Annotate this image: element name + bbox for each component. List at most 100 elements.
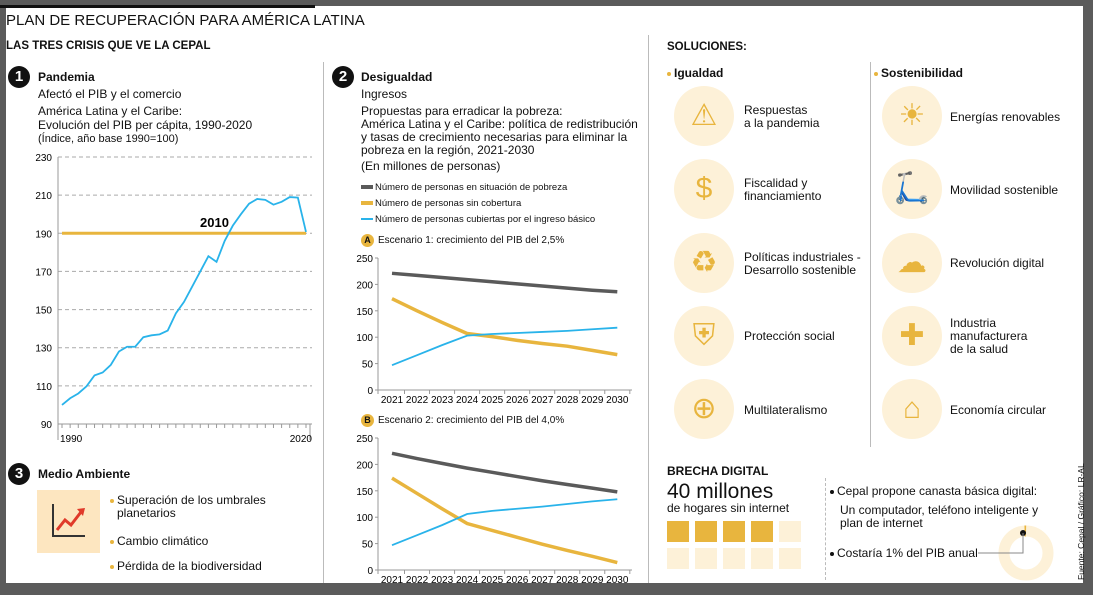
covered-line: [391, 498, 618, 547]
household-square: [723, 548, 745, 569]
chart1-title-line2: Evolución del PIB per cápita, 1990-2020: [38, 118, 253, 132]
sostenibilidad-title: Sostenibilidad: [874, 66, 963, 80]
y-tick-label: 200: [356, 280, 373, 291]
x-tick-label: 2029: [581, 575, 604, 585]
y-tick-label: 170: [35, 267, 52, 278]
x-tick-label: 2027: [531, 575, 554, 585]
digital-title: BRECHA DIGITAL: [667, 464, 769, 478]
scenario-a-title: A Escenario 1: crecimiento del PIB del 2,…: [361, 234, 564, 247]
y-tick-label: 230: [35, 153, 52, 164]
digital-bullet-2: Costaría 1% del PIB anual: [830, 546, 978, 560]
digital-detail: Un computador, teléfono inteligente y: [840, 503, 1039, 517]
section2-desc: y tasas de crecimiento necesarias para e…: [361, 130, 628, 144]
x-tick-label: 2022: [406, 575, 429, 585]
virus-warning-icon: ⚠: [674, 86, 734, 146]
uncovered-line: [391, 297, 618, 357]
section3-title: Medio Ambiente: [38, 467, 131, 481]
y-tick-label: 130: [35, 344, 52, 355]
x-tick-label: 2026: [506, 575, 529, 585]
y-tick-label: 150: [356, 487, 373, 498]
y-tick-label: 150: [356, 307, 373, 318]
medical-kit-icon: ✚: [882, 305, 942, 366]
digital-sub: de hogares sin internet: [667, 501, 790, 515]
section2-desc: pobreza en la región, 2021-2030: [361, 143, 535, 157]
divider: [323, 62, 324, 583]
env-item-cont: planetarios: [117, 506, 176, 520]
cloud-devices-icon: ☁: [882, 232, 942, 293]
solution-label: Revolución digital: [950, 256, 1045, 271]
solution-label: de la salud: [950, 342, 1009, 357]
solution-label: financiamiento: [744, 189, 822, 204]
poverty-line: [391, 451, 618, 494]
solution-label: Desarrollo sostenible: [744, 262, 857, 277]
y-tick-label: 210: [35, 191, 52, 202]
section-number-3: 3: [8, 463, 30, 485]
divider: [870, 62, 871, 447]
solution-label: Economía circular: [950, 402, 1047, 417]
buildings-dollar-icon: ⌂: [882, 379, 942, 440]
globe-network-icon: ⊕: [674, 379, 734, 440]
household-square: [667, 521, 689, 542]
solutions-title: SOLUCIONES:: [667, 41, 747, 53]
section2-desc: (En millones de personas): [361, 159, 501, 173]
solution-label: manufacturera: [950, 329, 1028, 344]
chart1-title-line1: América Latina y el Caribe:: [38, 104, 183, 118]
solution-label: a la pandemia: [744, 116, 820, 130]
x-tick-label: 2030: [606, 575, 629, 585]
household-square: [695, 548, 717, 569]
x-tick-label: 2027: [531, 395, 554, 406]
section-number-2: 2: [332, 66, 354, 88]
x-tick-label: 2030: [606, 395, 629, 406]
section-number-1: 1: [8, 66, 30, 88]
solution-label: Fiscalidad y: [744, 176, 808, 191]
solution-label: Protección social: [744, 329, 835, 344]
x-tick-label: 2025: [481, 575, 504, 585]
scooter-icon: 🛴: [882, 159, 942, 220]
section2-title: Desigualdad: [361, 70, 433, 84]
x-tick-label: 2021: [381, 575, 404, 585]
solution-label: Energías renovables: [950, 109, 1061, 124]
x-tick-label: 2022: [406, 395, 429, 406]
gdp-chart: 2010 90 110 130 150 170 190 210 230 1990 2020: [35, 153, 313, 445]
y-tick-label: 50: [362, 540, 374, 551]
gdp-donut: [978, 525, 1054, 581]
household-square: [751, 521, 773, 542]
solar-panel-icon: ☀: [882, 86, 942, 146]
climate-chart-icon: [37, 490, 100, 553]
legend: Número de personas en situación de pobre…: [361, 180, 595, 228]
badge-a: A: [361, 234, 374, 247]
env-item: Superación de los umbrales: [110, 493, 266, 507]
x-tick-label: 2023: [431, 575, 454, 585]
y-tick-label: 50: [362, 360, 374, 371]
solution-label: Industria: [950, 316, 997, 331]
legend-item-covered: Número de personas cubiertas por el ingr…: [361, 212, 595, 228]
y-tick-label: 0: [367, 386, 373, 397]
legend-item-poverty: Número de personas en situación de pobre…: [361, 180, 595, 196]
x-tick-label: 2026: [506, 395, 529, 406]
x-tick-label: 1990: [60, 434, 83, 445]
household-square: [779, 521, 801, 542]
gdp-line: [61, 196, 307, 406]
reference-label: 2010: [200, 215, 229, 230]
solution-label: Políticas industriales -: [744, 249, 861, 264]
x-tick-label: 2023: [431, 395, 454, 406]
x-tick-label: 2020: [290, 434, 313, 445]
source-credit: Fuente: Cepal / Gráfico: LR-AL: [1076, 463, 1086, 580]
x-tick-label: 2021: [381, 395, 404, 406]
divider: [648, 35, 649, 583]
solution-label: Respuestas: [744, 103, 808, 117]
poverty-line: [391, 271, 618, 294]
y-tick-label: 90: [41, 420, 53, 431]
industry-cycle-icon: ♻: [674, 232, 734, 293]
section2-desc: América Latina y el Caribe: política de …: [361, 117, 638, 131]
badge-b: B: [361, 414, 374, 427]
y-tick-label: 150: [35, 306, 52, 317]
igualdad-title: Igualdad: [667, 66, 723, 80]
y-tick-label: 250: [356, 254, 373, 265]
digital-bullet-1: Cepal propone canasta básica digital:: [830, 484, 1037, 498]
chart1-title-line3: (Índice, año base 1990=100): [38, 133, 179, 145]
solution-label: Movilidad sostenible: [950, 182, 1059, 197]
digital-big-number: 40 millones: [667, 480, 774, 503]
